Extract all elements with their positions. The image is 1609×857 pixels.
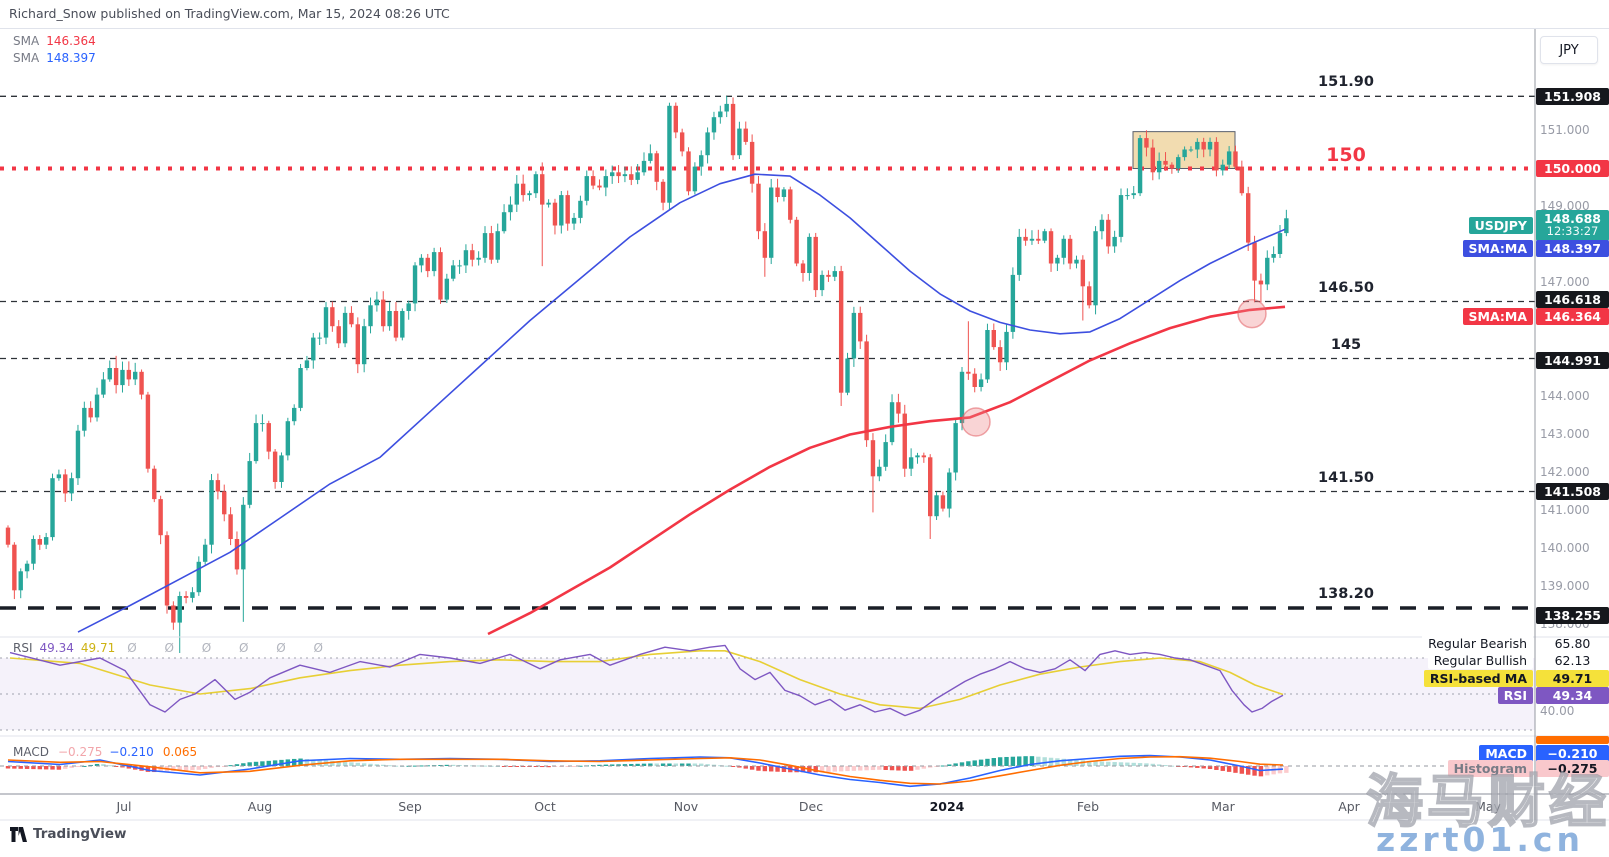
macd-hist-value: −0.275 bbox=[57, 745, 103, 759]
plot-tag: SMA:MA bbox=[1462, 307, 1533, 325]
plot-tag: USDJPY bbox=[1468, 216, 1533, 234]
header-bar: Richard_Snow published on TradingView.co… bbox=[0, 0, 1609, 29]
legend-row-macd[interactable]: MACD −0.275 −0.210 0.065 bbox=[13, 745, 197, 759]
currency-toggle-button[interactable]: JPY bbox=[1540, 36, 1598, 64]
plot-value-label: 49.34 bbox=[1536, 686, 1609, 704]
watermark-chinese: 海马财经 bbox=[1365, 768, 1609, 836]
macd-line-value: −0.210 bbox=[109, 745, 154, 759]
plot-value-label: 65.80 bbox=[1554, 635, 1591, 651]
time-axis-label: Aug bbox=[247, 799, 273, 814]
level-value-label: 144.991 bbox=[1536, 351, 1609, 369]
level-value-label: 150.000 bbox=[1536, 160, 1609, 177]
price-axis-tick: 144.000 bbox=[1540, 388, 1590, 403]
price-axis-tick: 139.000 bbox=[1540, 578, 1590, 593]
plot-tag: MACD bbox=[1479, 744, 1533, 762]
currency-toggle-label: JPY bbox=[1559, 42, 1579, 58]
price-axis-tick: 149.000 bbox=[1540, 198, 1590, 213]
plot-tag: RSI-based MA bbox=[1423, 669, 1533, 687]
sma-fast-value: 148.397 bbox=[46, 51, 96, 65]
rsi-value: 49.34 bbox=[39, 641, 74, 655]
level-value-label: 141.508 bbox=[1536, 482, 1609, 500]
plot-value-label: 146.364 bbox=[1536, 307, 1609, 325]
price-axis-tick: 141.000 bbox=[1540, 502, 1590, 517]
tradingview-logo-icon bbox=[10, 826, 27, 842]
time-axis-label: 2024 bbox=[929, 799, 965, 814]
level-price-label: 150 bbox=[1326, 143, 1366, 166]
level-price-label: 151.90 bbox=[1318, 74, 1374, 91]
rsi-label: RSI bbox=[13, 641, 33, 655]
plot-value-label: 148.397 bbox=[1536, 239, 1609, 257]
level-value-label: 138.255 bbox=[1536, 606, 1609, 624]
time-axis-label: Jul bbox=[116, 799, 132, 814]
legend-row-sma-slow[interactable]: SMA 146.364 bbox=[13, 34, 96, 48]
price-axis-tick: 140.000 bbox=[1540, 540, 1590, 555]
time-scale[interactable] bbox=[0, 794, 1535, 820]
legend-row-rsi[interactable]: RSI 49.34 49.71 Ø Ø Ø Ø Ø Ø bbox=[13, 641, 335, 655]
level-price-label: 141.50 bbox=[1318, 469, 1374, 486]
plot-value-label: 62.13 bbox=[1554, 652, 1591, 668]
level-price-label: 138.20 bbox=[1318, 586, 1374, 602]
tradingview-logo[interactable]: TradingView bbox=[10, 826, 127, 842]
sma-slow-label: SMA bbox=[13, 34, 40, 48]
time-axis-label: Mar bbox=[1211, 799, 1235, 814]
watermark-url: zzrt01.cn bbox=[1376, 820, 1584, 857]
price-scale[interactable] bbox=[1535, 28, 1609, 794]
tradingview-logo-text: TradingView bbox=[33, 826, 127, 842]
publish-title: Richard_Snow published on TradingView.co… bbox=[9, 6, 450, 21]
time-axis-label: Nov bbox=[673, 799, 699, 814]
level-price-label: 146.50 bbox=[1318, 279, 1374, 296]
time-axis-label: Feb bbox=[1076, 799, 1100, 814]
plot-tag: RSI bbox=[1497, 686, 1533, 704]
macd-label: MACD bbox=[13, 745, 49, 759]
level-price-label: 145 bbox=[1330, 336, 1362, 353]
plot-tag: Histogram bbox=[1447, 759, 1533, 777]
plot-value-label: −0.275 bbox=[1536, 759, 1609, 777]
time-axis-label: May bbox=[1475, 799, 1501, 814]
price-axis-tick: 147.000 bbox=[1540, 274, 1590, 289]
plot-value-label: 148.688 12:33:27 bbox=[1536, 209, 1609, 241]
rsi-divergence-empties: Ø Ø Ø Ø Ø Ø bbox=[127, 641, 335, 655]
legend-row-sma-fast[interactable]: SMA 148.397 bbox=[13, 51, 96, 65]
plot-tag: SMA:MA bbox=[1462, 239, 1533, 257]
price-axis-tick: 143.000 bbox=[1540, 426, 1590, 441]
plot-value-label: 49.71 bbox=[1536, 669, 1609, 687]
macd-signal-value: 0.065 bbox=[162, 745, 198, 759]
price-axis-tick: 40.00 bbox=[1540, 704, 1575, 718]
level-value-label: 146.618 bbox=[1536, 290, 1609, 308]
plot-value-label: −0.210 bbox=[1536, 744, 1609, 762]
sma-slow-value: 146.364 bbox=[46, 34, 96, 48]
level-value-label: 151.908 bbox=[1536, 87, 1609, 105]
plot-tag: Regular Bearish bbox=[1422, 634, 1533, 652]
time-axis-label: Apr bbox=[1338, 799, 1360, 814]
plot-tag: Regular Bullish bbox=[1427, 651, 1533, 669]
time-axis-label: Oct bbox=[534, 799, 556, 814]
time-axis-label: Sep bbox=[398, 799, 422, 814]
rsi-ma-value: 49.71 bbox=[80, 641, 116, 655]
price-axis-tick: 151.000 bbox=[1540, 122, 1590, 137]
price-axis-tick: 142.000 bbox=[1540, 464, 1590, 479]
countdown-timer: 12:33:27 bbox=[1546, 223, 1599, 238]
sma-fast-label: SMA bbox=[13, 51, 40, 65]
time-axis-label: Dec bbox=[798, 799, 824, 814]
level-value-label bbox=[1536, 736, 1609, 744]
